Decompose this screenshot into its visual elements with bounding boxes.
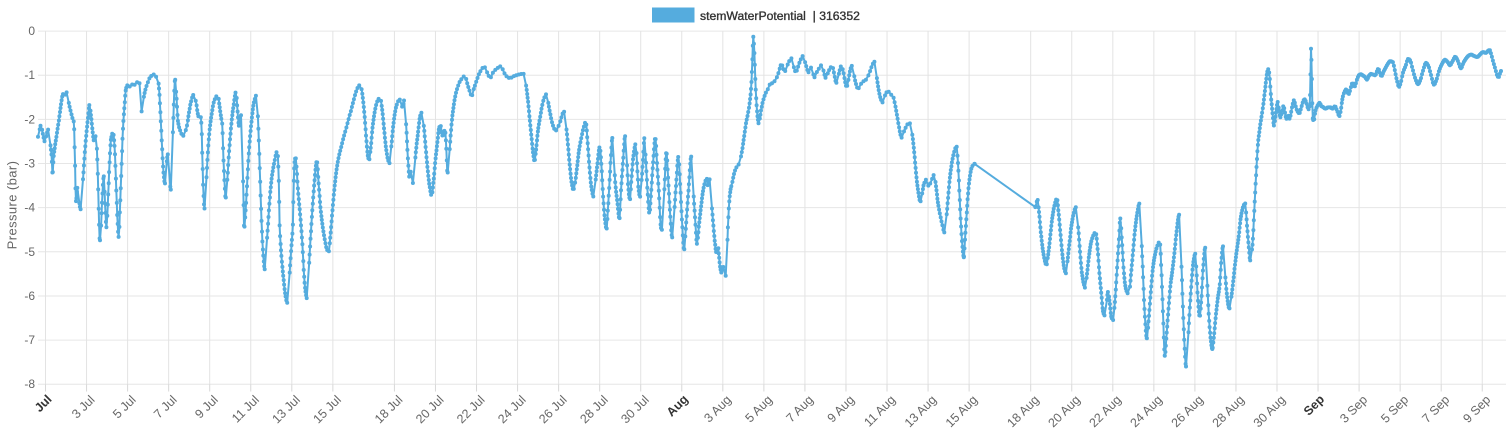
svg-text:-4: -4 [24, 201, 35, 215]
svg-text:-5: -5 [24, 245, 35, 259]
svg-text:-8: -8 [24, 377, 35, 391]
svg-text:stemWaterPotential | 316352: stemWaterPotential | 316352 [700, 9, 860, 23]
svg-text:-7: -7 [24, 333, 35, 347]
svg-text:-1: -1 [24, 68, 35, 82]
svg-text:Pressure (bar): Pressure (bar) [5, 161, 20, 250]
svg-text:0: 0 [28, 24, 35, 38]
svg-text:-2: -2 [24, 112, 35, 126]
svg-text:-6: -6 [24, 289, 35, 303]
svg-text:-3: -3 [24, 157, 35, 171]
